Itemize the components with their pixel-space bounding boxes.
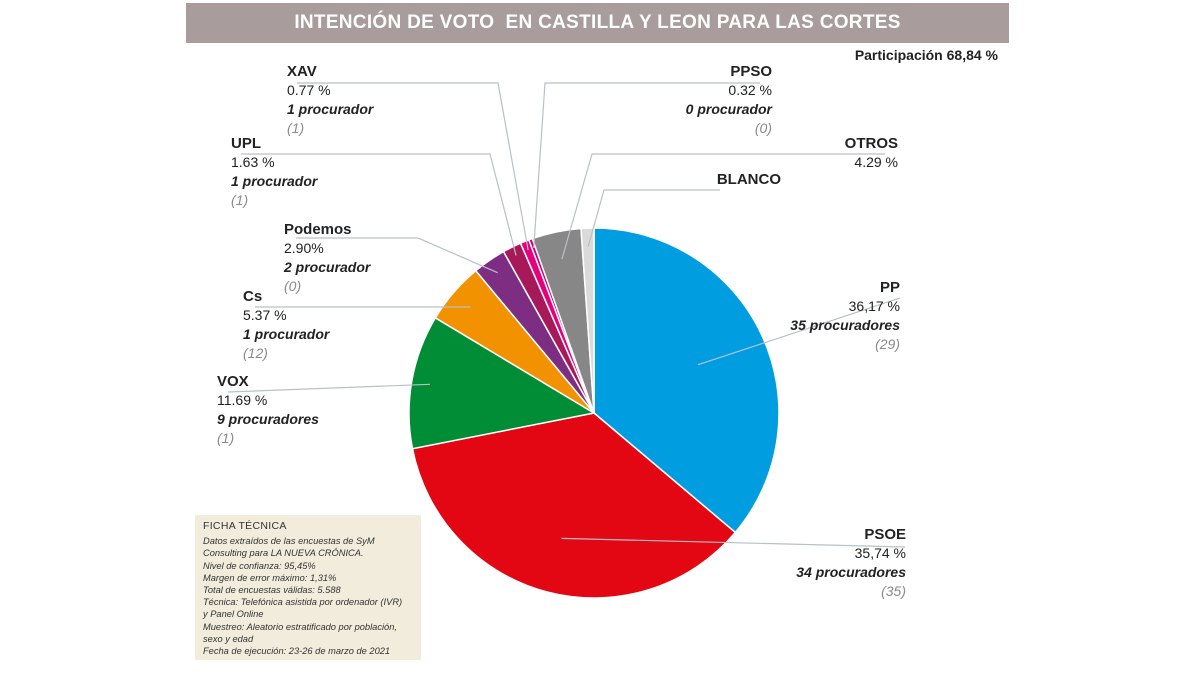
leader-line-blanco <box>587 189 720 247</box>
label-cs-pct: 5.37 % <box>243 307 287 323</box>
label-psoe-name: PSOE <box>864 526 906 543</box>
label-vox-prev: (1) <box>217 430 235 446</box>
technical-sheet-line: Total de encuestas válidas: 5.588 <box>203 585 341 596</box>
leader-line-ppso <box>533 82 760 248</box>
label-ppso-pct: 0.32 % <box>728 82 772 98</box>
leader-line-otros <box>561 153 885 260</box>
leader-line-upl <box>241 153 517 256</box>
label-podemos-prev: (0) <box>284 278 302 294</box>
label-ppso: PPSO 0.32 % 0 procurador (0) <box>686 62 772 138</box>
technical-sheet-line: Fecha de ejecución: 23-26 de marzo de 20… <box>203 646 391 657</box>
label-pp: PP 36,17 % 35 procuradores (29) <box>790 278 900 354</box>
technical-sheet-line: Consulting para LA NUEVA CRÓNICA. <box>203 548 364 559</box>
label-cs: Cs 5.37 % 1 procurador (12) <box>243 287 329 363</box>
label-xav-seats: 1 procurador <box>287 101 374 117</box>
label-podemos-seats: 2 procurador <box>284 259 371 275</box>
pie-slice-blanco <box>580 227 595 414</box>
chart-title: INTENCIÓN DE VOTO EN CASTILLA Y LEON PAR… <box>294 12 901 33</box>
label-vox-seats: 9 procuradores <box>217 411 319 427</box>
label-pp-seats: 35 procuradores <box>790 317 900 333</box>
label-upl: UPL 1.63 % 1 procurador (1) <box>231 134 317 210</box>
label-blanco: BLANCO <box>717 170 781 189</box>
label-otros: OTROS 4.29 % <box>845 134 898 172</box>
pie-slice-psoe <box>411 412 737 599</box>
technical-sheet-line: Margen de error máximo: 1,31% <box>203 572 337 583</box>
technical-sheet: FICHA TÉCNICA Datos extraídos de las enc… <box>195 515 421 660</box>
label-upl-seats: 1 procurador <box>231 173 318 189</box>
pie-slice-vox <box>408 316 597 450</box>
label-cs-prev: (12) <box>243 345 268 361</box>
title-bar: INTENCIÓN DE VOTO EN CASTILLA Y LEON PAR… <box>186 3 1009 43</box>
leader-line-vox <box>227 383 431 393</box>
label-blanco-name: BLANCO <box>716 171 781 188</box>
technical-sheet-lines: Datos extraídos de las encuestas de SyM … <box>203 535 413 657</box>
label-upl-prev: (1) <box>231 192 249 208</box>
leader-line-pp <box>697 297 901 366</box>
label-psoe-prev: (35) <box>881 583 906 599</box>
label-xav: XAV 0.77 % 1 procurador (1) <box>287 62 373 138</box>
label-otros-name: OTROS <box>844 135 898 152</box>
pie-slice-pp <box>593 227 780 534</box>
label-pp-name: PP <box>879 279 900 296</box>
label-pp-prev: (29) <box>875 336 900 352</box>
label-podemos-name: Podemos <box>284 221 352 238</box>
technical-sheet-line: Técnica: Telefónica asistida por ordenad… <box>203 597 403 608</box>
label-cs-seats: 1 procurador <box>243 326 330 342</box>
label-vox: VOX 11.69 % 9 procuradores (1) <box>217 372 319 448</box>
label-psoe: PSOE 35,74 % 34 procuradores (35) <box>796 525 906 601</box>
technical-sheet-line: Muestreo: Aleatorio estratificado por po… <box>203 621 397 632</box>
label-podemos: Podemos 2.90% 2 procurador (0) <box>284 220 370 296</box>
leader-line-podemos <box>296 237 498 274</box>
label-ppso-prev: (0) <box>754 120 772 136</box>
label-vox-pct: 11.69 % <box>217 392 268 408</box>
label-ppso-name: PPSO <box>730 63 772 80</box>
label-upl-name: UPL <box>231 135 261 152</box>
technical-sheet-line: y Panel Online <box>203 609 264 620</box>
leader-line-xav <box>297 82 529 251</box>
leader-line-psoe <box>561 537 906 548</box>
label-xav-pct: 0.77 % <box>287 82 331 98</box>
label-otros-pct: 4.29 % <box>854 154 898 170</box>
label-cs-name: Cs <box>243 288 263 305</box>
technical-sheet-line: Nivel de confianza: 95,45% <box>203 560 316 571</box>
label-psoe-pct: 35,74 % <box>854 545 906 561</box>
label-upl-pct: 1.63 % <box>231 154 275 170</box>
technical-sheet-line: Datos extraídos de las encuestas de SyM <box>203 536 375 547</box>
technical-sheet-title: FICHA TÉCNICA <box>203 520 287 532</box>
label-ppso-seats: 0 procurador <box>685 101 772 117</box>
label-pp-pct: 36,17 % <box>848 298 900 314</box>
participation-label: Participación 68,84 % <box>854 47 998 63</box>
label-psoe-seats: 34 procuradores <box>796 564 906 580</box>
technical-sheet-line: sexo y edad <box>203 633 254 644</box>
label-vox-name: VOX <box>217 373 249 390</box>
label-xav-name: XAV <box>287 63 317 80</box>
label-podemos-pct: 2.90% <box>284 240 324 256</box>
label-xav-prev: (1) <box>287 120 305 136</box>
